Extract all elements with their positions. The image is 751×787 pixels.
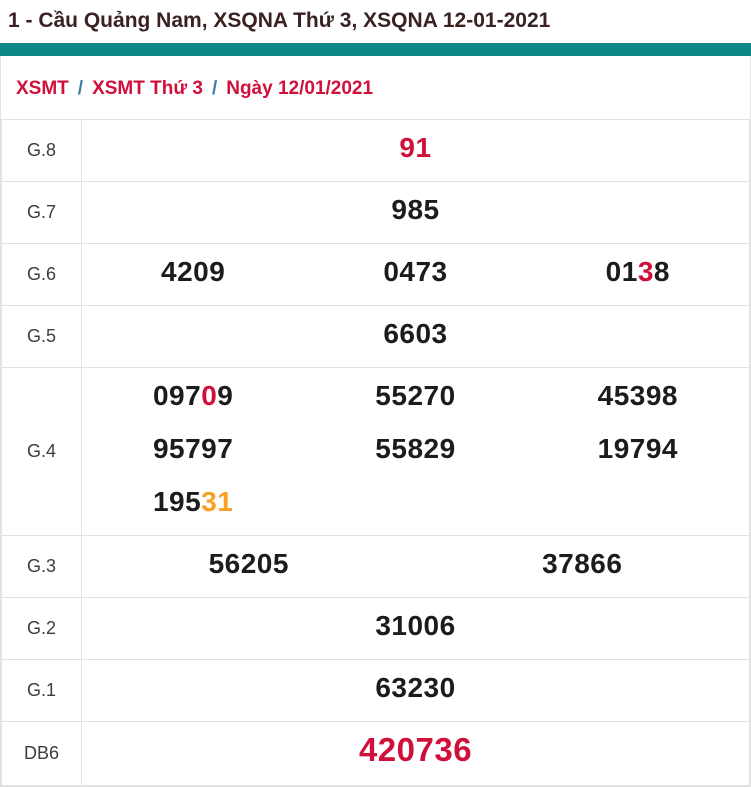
prize-digit-highlight: 0	[201, 380, 218, 411]
prize-value-line: 56205 37866	[82, 540, 749, 593]
prize-digit: 95797	[152, 433, 234, 464]
prize-label: G.1	[1, 659, 82, 722]
prize-value-cell: 63230	[81, 659, 750, 722]
prize-label: G.5	[1, 305, 82, 368]
prize-digit-highlight: 3	[637, 256, 654, 287]
table-row: G.5 6603	[1, 305, 750, 368]
prize-label: G.2	[1, 597, 82, 660]
prize-value: 0138	[527, 248, 749, 301]
prize-value: 985	[82, 186, 749, 239]
prize-value: 55829	[304, 425, 526, 478]
table-row: G.6 4209 0473 0138	[1, 243, 750, 306]
table-row: G.7 985	[1, 181, 750, 244]
prize-digit: 31006	[375, 610, 456, 641]
prize-digit: 01	[605, 256, 638, 287]
table-row: G.3 56205 37866	[1, 535, 750, 598]
prize-digit: 45398	[597, 380, 678, 411]
prize-value: 6603	[82, 310, 749, 363]
prize-digit: 097	[152, 380, 202, 411]
prize-value-cell: 56205 37866	[81, 535, 750, 598]
prize-value: 420736	[82, 726, 749, 781]
results-table-body: G.8 91 G.7 985 G.6 4209 0473 0138 G.5 6603 G.4 0970…	[1, 119, 750, 786]
table-row: G.8 91	[1, 119, 750, 182]
prize-value: 4209	[82, 248, 304, 301]
prize-value-line: 09709 55270 45398	[82, 372, 749, 425]
prize-digit: 4209	[161, 256, 226, 287]
prize-value: 91	[82, 124, 749, 177]
prize-label: DB6	[1, 721, 82, 786]
prize-value: 0473	[304, 248, 526, 301]
prize-digit-highlight: 91	[399, 132, 432, 163]
prize-label: G.6	[1, 243, 82, 306]
prize-value: 09709	[82, 372, 304, 425]
prize-value: 63230	[82, 664, 749, 717]
prize-value-cell: 09709 55270 45398 95797 55829 19794 19531	[81, 367, 750, 536]
results-table: G.8 91 G.7 985 G.6 4209 0473 0138 G.5 6603 G.4 0970…	[1, 119, 750, 786]
prize-value-cell: 31006	[81, 597, 750, 660]
prize-value-line: 985	[82, 186, 749, 239]
breadcrumb-separator: /	[77, 78, 84, 99]
prize-value-cell: 985	[81, 181, 750, 244]
table-row: G.2 31006	[1, 597, 750, 660]
prize-label: G.7	[1, 181, 82, 244]
prize-value-line: 63230	[82, 664, 749, 717]
prize-value: 31006	[82, 602, 749, 655]
prize-value: 19794	[527, 425, 749, 478]
table-row: DB6 420736	[1, 721, 750, 786]
prize-value-line: 91	[82, 124, 749, 177]
prize-digit: 55829	[375, 433, 456, 464]
prize-value-cell: 420736	[81, 721, 750, 786]
prize-value	[304, 478, 526, 531]
prize-value: 19531	[82, 478, 304, 531]
prize-value: 56205	[82, 540, 416, 593]
prize-digit: 19794	[597, 433, 678, 464]
prize-value-line: 19531	[82, 478, 749, 531]
prize-value-line: 4209 0473 0138	[82, 248, 749, 301]
prize-value-line: 420736	[82, 726, 749, 781]
page-title: 1 - Cầu Quảng Nam, XSQNA Thứ 3, XSQNA 12…	[8, 9, 551, 32]
prize-value-line: 95797 55829 19794	[82, 425, 749, 478]
prize-value: 45398	[527, 372, 749, 425]
prize-value-cell: 6603	[81, 305, 750, 368]
breadcrumb-link-xsmt[interactable]: XSMT	[16, 78, 69, 99]
prize-value-cell: 91	[81, 119, 750, 182]
table-row: G.4 09709 55270 45398 95797 55829 19794 19531	[1, 367, 750, 536]
prize-value: 55270	[304, 372, 526, 425]
content-panel: XSMT / XSMT Thứ 3 / Ngày 12/01/2021 G.8 91 G.7…	[0, 56, 751, 787]
breadcrumb: XSMT / XSMT Thứ 3 / Ngày 12/01/2021	[1, 56, 750, 119]
prize-digit-highlight: 420736	[358, 731, 473, 768]
prize-label: G.4	[1, 367, 82, 536]
prize-digit: 0473	[383, 256, 448, 287]
prize-digit: 55270	[375, 380, 456, 411]
prize-value: 37866	[416, 540, 750, 593]
prize-value-line: 31006	[82, 602, 749, 655]
prize-digit-highlight: 31	[201, 486, 234, 517]
prize-value	[527, 478, 749, 531]
breadcrumb-separator: /	[211, 78, 218, 99]
header-accent-bar	[0, 43, 751, 56]
prize-value-cell: 4209 0473 0138	[81, 243, 750, 306]
prize-digit: 37866	[542, 548, 623, 579]
prize-digit: 985	[391, 194, 440, 225]
prize-label: G.8	[1, 119, 82, 182]
breadcrumb-link-xsmt-thu-3[interactable]: XSMT Thứ 3	[92, 78, 203, 99]
prize-digit: 56205	[208, 548, 289, 579]
table-row: G.1 63230	[1, 659, 750, 722]
prize-digit: 6603	[383, 318, 448, 349]
prize-digit: 195	[152, 486, 202, 517]
prize-digit: 63230	[375, 672, 456, 703]
prize-value-line: 6603	[82, 310, 749, 363]
prize-digit: 8	[653, 256, 670, 287]
prize-digit: 9	[217, 380, 234, 411]
prize-label: G.3	[1, 535, 82, 598]
prize-value: 95797	[82, 425, 304, 478]
breadcrumb-link-ngay[interactable]: Ngày 12/01/2021	[226, 78, 374, 99]
